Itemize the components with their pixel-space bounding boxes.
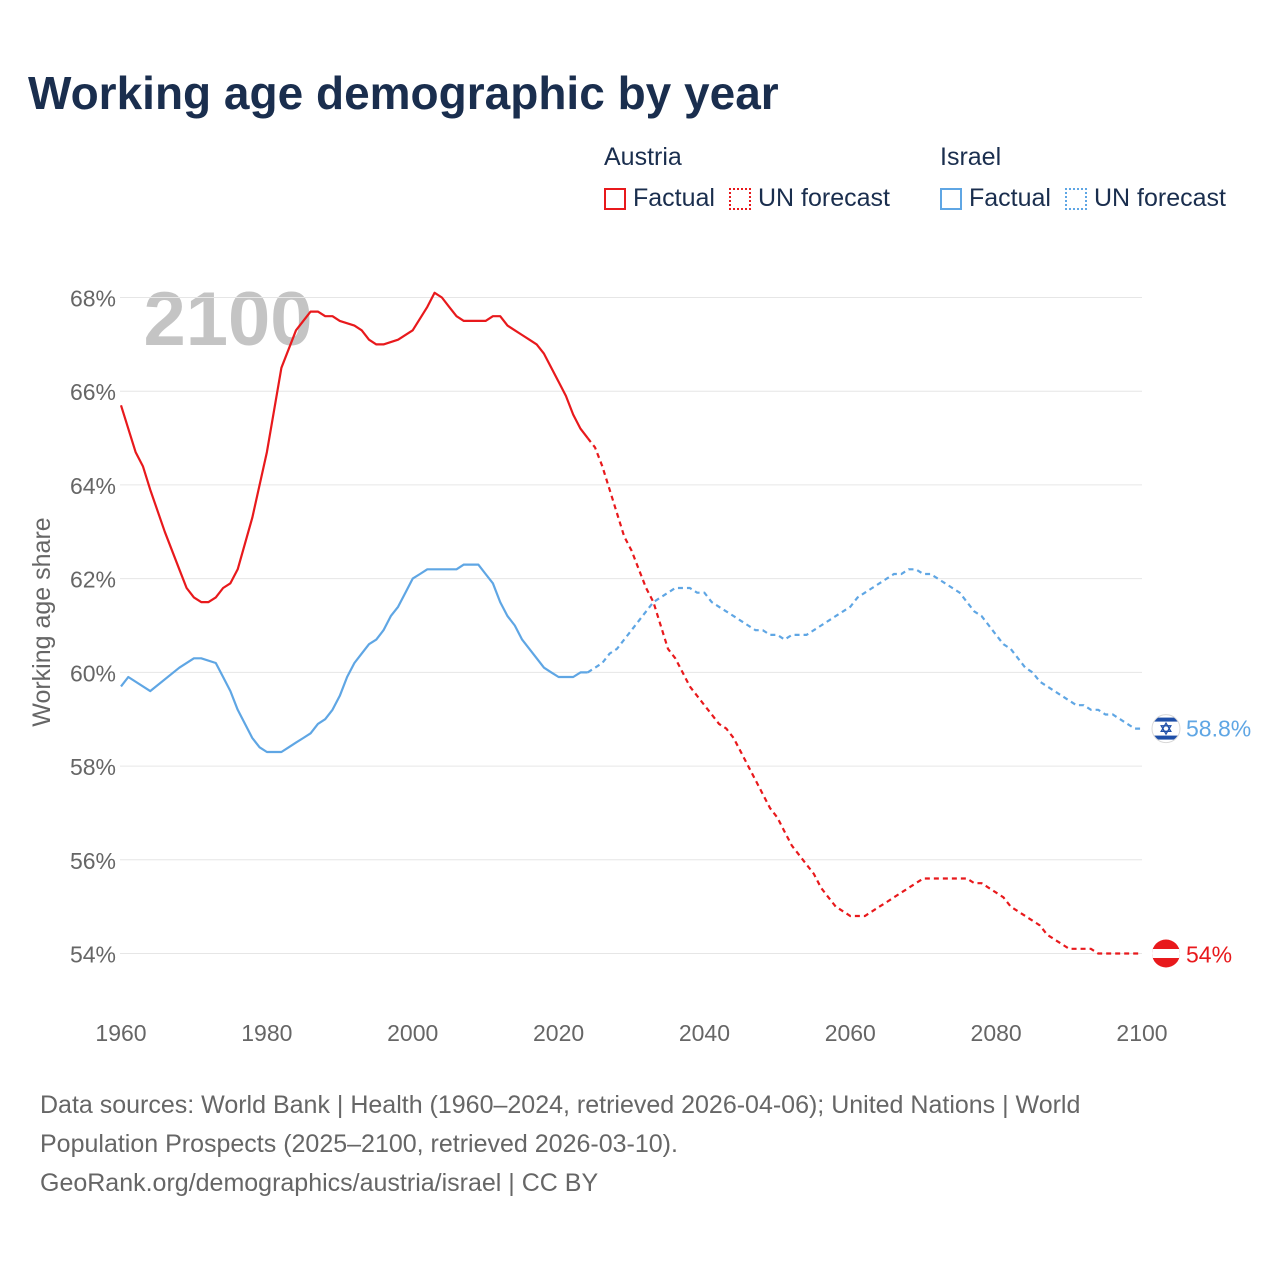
y-tick-label: 66%	[70, 379, 116, 405]
y-axis-label: Working age share	[28, 517, 56, 726]
x-axis-ticks: 1960 1980 2000 2020 2040 2060 2080 2100	[95, 1020, 1167, 1046]
legend-israel-forecast-swatch	[1064, 187, 1087, 210]
footer-link[interactable]: GeoRank.org/demographics/austria/israel …	[40, 1169, 599, 1197]
x-tick-label: 2040	[679, 1020, 730, 1046]
legend-israel-forecast-label: UN forecast	[1093, 184, 1226, 212]
legend-israel: Israel Factual UN forecast	[940, 143, 1240, 213]
series-end-markers: 54% 58.8%	[1151, 714, 1251, 968]
austria-end-label: 54%	[1186, 942, 1232, 968]
x-tick-label: 2060	[825, 1020, 876, 1046]
legend-austria-factual-label: Factual	[633, 184, 715, 212]
x-tick-label: 2000	[387, 1020, 438, 1046]
chart-title: Working age demographic by year	[28, 67, 779, 119]
legend-israel-forecast[interactable]: UN forecast	[1064, 184, 1226, 213]
legend-israel-factual[interactable]: Factual	[940, 184, 1051, 213]
y-tick-label: 64%	[70, 473, 116, 499]
y-tick-label: 58%	[70, 754, 116, 780]
legend-austria-factual[interactable]: Factual	[604, 184, 715, 213]
legend-austria-forecast-swatch	[728, 187, 751, 210]
israel-end-label: 58.8%	[1186, 716, 1251, 742]
y-tick-label: 54%	[70, 942, 116, 968]
gridlines	[120, 297, 1142, 954]
y-tick-label: 62%	[70, 567, 116, 593]
austria-factual-line	[119, 291, 589, 604]
austria-flag-icon	[1152, 939, 1180, 968]
year-watermark: 2100	[143, 277, 312, 362]
x-tick-label: 1980	[241, 1020, 292, 1046]
x-tick-label: 1960	[95, 1020, 146, 1046]
israel-factual-line	[120, 563, 588, 754]
legend-austria-factual-swatch	[604, 187, 626, 210]
legend-israel-name: Israel	[940, 143, 1002, 171]
legend-austria-forecast-label: UN forecast	[757, 184, 890, 212]
x-tick-label: 2080	[971, 1020, 1022, 1046]
y-tick-label: 56%	[70, 848, 116, 874]
line-chart: 2100 54% 56% 58% 60% 62% 64% 66% 68% 1960 1980 20…	[28, 277, 1251, 1046]
legend-austria-forecast[interactable]: UN forecast	[728, 184, 890, 213]
legend-austria-name: Austria	[604, 143, 682, 171]
legend-austria: Austria Factual UN forecast	[604, 143, 904, 213]
footer-sources: Data sources: World Bank | Health (1960–…	[40, 1091, 1081, 1158]
israel-flag-icon	[1151, 714, 1181, 744]
series-lines	[119, 291, 1142, 955]
israel-forecast-line	[587, 568, 1142, 730]
y-tick-label: 60%	[70, 660, 116, 686]
footer: Data sources: World Bank | Health (1960–…	[40, 1086, 1150, 1203]
austria-forecast-line	[586, 437, 1142, 955]
x-tick-label: 2020	[533, 1020, 584, 1046]
legend-israel-factual-swatch	[940, 187, 962, 210]
legend-israel-factual-label: Factual	[969, 184, 1051, 212]
y-tick-label: 68%	[70, 286, 116, 312]
x-tick-label: 2100	[1116, 1020, 1167, 1046]
y-axis-ticks: 54% 56% 58% 60% 62% 64% 66% 68%	[70, 286, 116, 968]
